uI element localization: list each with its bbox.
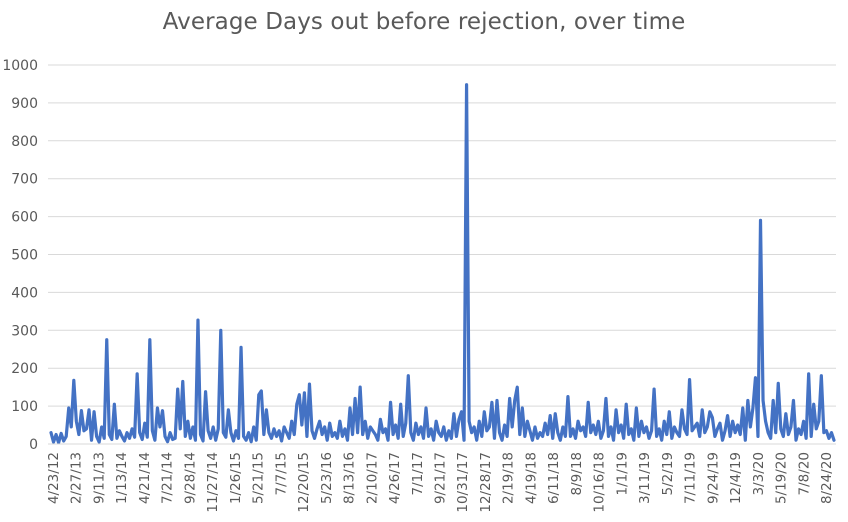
series-line: [49, 83, 836, 445]
x-tick-label: 4/19/18: [523, 452, 539, 504]
x-tick-label: 5/2/19: [660, 452, 676, 495]
x-tick-label: 5/23/16: [319, 452, 335, 504]
x-tick-label: 1/1/19: [614, 452, 630, 495]
x-tick-label: 3/3/20: [751, 452, 767, 495]
x-tick-label: 8/24/20: [819, 452, 835, 504]
x-tick-label: 12/28/17: [478, 452, 494, 513]
x-tick-label: 6/11/18: [546, 452, 562, 504]
x-tick-label: 7/21/14: [160, 452, 176, 504]
x-tick-label: 12/20/15: [296, 452, 312, 513]
y-tick-label: 900: [11, 96, 38, 112]
x-tick-label: 4/26/17: [387, 452, 403, 504]
x-tick-label: 9/21/17: [433, 452, 449, 504]
x-tick-label: 7/8/20: [796, 452, 812, 495]
x-tick-label: 5/19/20: [774, 452, 790, 504]
x-tick-label: 4/23/12: [46, 452, 62, 504]
x-tick-label: 4/21/14: [137, 452, 153, 504]
x-tick-label: 10/16/18: [592, 452, 608, 513]
y-tick-label: 100: [11, 399, 38, 415]
x-tick-label: 5/21/15: [251, 452, 267, 504]
x-tick-label: 7/1/17: [410, 452, 426, 495]
chart-title: Average Days out before rejection, over …: [162, 9, 686, 35]
x-tick-label: 9/24/19: [705, 452, 721, 504]
x-tick-label: 7/7/15: [273, 452, 289, 495]
x-tick-label: 7/11/19: [683, 452, 699, 504]
x-axis: 4/23/12 2/27/13 9/11/13 1/13/14 4/21/14 7/21/…: [46, 443, 836, 513]
series-layer: [49, 83, 836, 445]
x-tick-label: 9/11/13: [92, 452, 108, 504]
x-tick-label: 8/9/18: [569, 452, 585, 495]
x-tick-label: 2/19/18: [501, 452, 517, 504]
x-tick-label: 10/31/17: [455, 452, 471, 513]
x-tick-label: 2/27/13: [69, 452, 85, 504]
x-tick-label: 3/11/19: [637, 452, 653, 504]
x-tick-label: 9/28/14: [182, 452, 198, 504]
x-tick-label: 8/13/16: [342, 452, 358, 504]
y-tick-label: 0: [29, 437, 38, 453]
y-tick-label: 800: [11, 134, 38, 150]
y-tick-label: 1000: [2, 58, 38, 74]
y-tick-label: 400: [11, 285, 38, 301]
gridlines: [48, 64, 836, 445]
x-tick-label: 12/4/19: [728, 452, 744, 504]
y-tick-label: 500: [11, 248, 38, 264]
x-tick-label: 11/27/14: [205, 452, 221, 513]
y-tick-label: 700: [11, 172, 38, 188]
x-tick-label: 1/13/14: [114, 452, 130, 504]
y-tick-label: 600: [11, 210, 38, 226]
x-tick-label: 2/10/17: [364, 452, 380, 504]
y-tick-label: 300: [11, 323, 38, 339]
y-tick-label: 200: [11, 361, 38, 377]
y-axis: 0 100 200 300 400 500 600 700 800 900 1000: [2, 58, 38, 453]
x-tick-label: 1/26/15: [228, 452, 244, 504]
